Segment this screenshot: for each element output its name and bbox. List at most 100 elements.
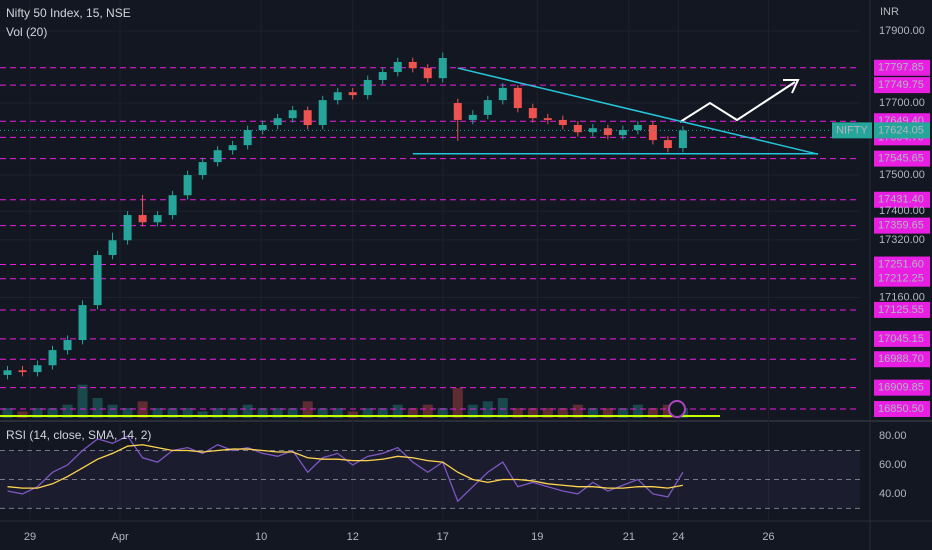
rsi-tick-label: 60.00 bbox=[879, 459, 907, 471]
volume-bar bbox=[467, 404, 478, 418]
level-label: 17749.75 bbox=[878, 79, 924, 91]
level-tag bbox=[874, 401, 930, 418]
level-label: 17431.40 bbox=[878, 194, 924, 206]
rsi-tick-label: 80.00 bbox=[879, 430, 907, 442]
candle-body bbox=[678, 130, 687, 149]
volume-bar bbox=[257, 408, 268, 418]
trendline bbox=[457, 67, 819, 155]
volume-bar bbox=[617, 408, 628, 418]
candle-body bbox=[423, 68, 432, 79]
rsi-pane: 80.00 60.00 40.00 bbox=[0, 430, 907, 509]
candle-body bbox=[3, 370, 12, 375]
rsi-tick-label: 40.00 bbox=[879, 488, 907, 500]
volume-bar bbox=[197, 411, 208, 418]
x-tick-label: 21 bbox=[623, 531, 635, 543]
volume-bar bbox=[152, 408, 163, 418]
level-label: 16850.50 bbox=[878, 403, 924, 415]
volume-bar bbox=[182, 408, 193, 418]
symbol-tag bbox=[832, 122, 872, 139]
volume-bar bbox=[377, 408, 388, 418]
volume-bar bbox=[542, 408, 553, 418]
level-tag bbox=[874, 301, 930, 318]
y-tick-label: 17400.00 bbox=[879, 205, 925, 217]
level-tag bbox=[874, 150, 930, 167]
volume-bar bbox=[407, 408, 418, 418]
x-tick-label: 29 bbox=[24, 531, 36, 543]
x-tick-label: 10 bbox=[255, 531, 267, 543]
level-tag bbox=[874, 191, 930, 208]
volume-bar bbox=[137, 401, 148, 418]
candle-body bbox=[273, 118, 282, 125]
candle-body bbox=[333, 92, 342, 101]
candle-body bbox=[543, 118, 552, 120]
candle-body bbox=[348, 92, 357, 96]
candle-body bbox=[633, 124, 642, 131]
volume-bar bbox=[122, 408, 133, 418]
level-label: 17212.25 bbox=[878, 273, 924, 285]
volume-bar bbox=[332, 408, 343, 418]
level-label: 17545.65 bbox=[878, 153, 924, 165]
candle-body bbox=[453, 103, 462, 120]
volume-bar bbox=[242, 404, 253, 418]
last-price-label: 17624.05 bbox=[878, 124, 924, 136]
volume-bar bbox=[662, 404, 673, 418]
rsi-title: RSI (14, close, SMA, 14, 2) bbox=[6, 428, 151, 442]
volume-bar bbox=[647, 408, 658, 418]
candle-body bbox=[198, 162, 207, 176]
candle-body bbox=[648, 124, 657, 141]
volume-bar bbox=[572, 404, 583, 418]
volume-bar bbox=[452, 388, 463, 418]
candle-body bbox=[138, 215, 147, 223]
candle-body bbox=[468, 114, 477, 120]
level-tag bbox=[874, 270, 930, 287]
x-tick-label: 24 bbox=[672, 531, 684, 543]
volume-bar bbox=[287, 408, 298, 418]
volume-bar bbox=[17, 411, 28, 418]
candle-body bbox=[438, 57, 447, 79]
volume-bar bbox=[362, 408, 373, 418]
level-tag bbox=[874, 330, 930, 347]
level-tag bbox=[874, 379, 930, 396]
level-label: 17125.55 bbox=[878, 304, 924, 316]
arrow-drawing bbox=[679, 81, 796, 123]
x-tick-label: Apr bbox=[112, 531, 129, 543]
level-tag bbox=[874, 77, 930, 94]
candle-body bbox=[528, 108, 537, 119]
candle-body bbox=[288, 110, 297, 119]
x-tick-label: 12 bbox=[347, 531, 359, 543]
candle-body bbox=[663, 140, 672, 149]
volume-bar bbox=[527, 408, 538, 418]
candle-body bbox=[18, 370, 27, 373]
volume-bar bbox=[107, 404, 118, 418]
candle-body bbox=[78, 305, 87, 341]
volume-bar bbox=[227, 408, 238, 418]
candle-body bbox=[228, 145, 237, 151]
candles bbox=[3, 52, 687, 380]
y-tick-label: 17900.00 bbox=[879, 25, 925, 37]
chart-title: Nifty 50 Index, 15, NSE bbox=[6, 6, 131, 20]
level-tag bbox=[874, 217, 930, 234]
event-icon[interactable] bbox=[668, 400, 686, 418]
volume-bar bbox=[392, 404, 403, 418]
volume-bar bbox=[212, 408, 223, 418]
candle-body bbox=[558, 119, 567, 125]
volume bbox=[2, 384, 688, 418]
volume-bar bbox=[32, 408, 43, 418]
volume-bar bbox=[47, 408, 58, 418]
candle-body bbox=[48, 350, 57, 366]
volume-bar bbox=[302, 401, 313, 418]
candle-body bbox=[258, 124, 267, 131]
level-tag bbox=[874, 59, 930, 76]
level-label: 16988.70 bbox=[878, 353, 924, 365]
volume-bar bbox=[167, 408, 178, 418]
currency: INR bbox=[880, 6, 899, 18]
candle-body bbox=[603, 128, 612, 136]
x-tick-label: 26 bbox=[762, 531, 774, 543]
candle-body bbox=[93, 255, 102, 306]
candle-body bbox=[243, 130, 252, 146]
volume-bar bbox=[482, 401, 493, 418]
level-label: 16909.85 bbox=[878, 382, 924, 394]
rsi-line bbox=[7, 444, 684, 489]
candle-body bbox=[363, 79, 372, 96]
